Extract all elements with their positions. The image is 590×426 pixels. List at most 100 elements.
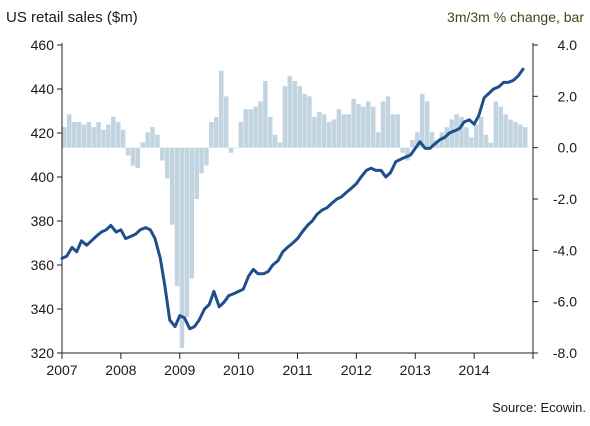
bar [189, 147, 195, 279]
right-tick-label: 2.0 [558, 88, 578, 104]
bar [194, 147, 199, 199]
bar [493, 101, 499, 148]
bar [263, 80, 268, 148]
bar [160, 147, 165, 161]
bar [111, 116, 116, 148]
bar [115, 122, 121, 148]
bar [218, 70, 224, 148]
bar [140, 142, 145, 148]
bar [375, 132, 381, 148]
bar [356, 104, 361, 148]
bar [243, 109, 248, 148]
x-tick-label: 2010 [223, 362, 254, 378]
bar [71, 122, 77, 148]
bar [380, 101, 386, 148]
bar [287, 75, 293, 148]
bar [66, 114, 72, 148]
bar [498, 106, 503, 148]
bar [238, 122, 244, 148]
right-axis-title: 3m/3m % change, bar [447, 9, 584, 25]
right-tick-label: 0.0 [558, 140, 578, 156]
bar [101, 129, 106, 148]
left-tick-label: 460 [31, 37, 55, 53]
bar [76, 122, 82, 148]
bar [317, 111, 322, 148]
right-tick-label: -8.0 [553, 345, 577, 361]
right-tick-label: -4.0 [553, 242, 577, 258]
bar [523, 127, 528, 148]
source-note: Source: Ecowin. [492, 400, 586, 415]
right-tick-label: 4.0 [558, 37, 578, 53]
bar [473, 124, 479, 148]
bar [518, 124, 523, 148]
bar [62, 127, 67, 148]
left-tick-label: 340 [31, 301, 55, 317]
x-tick-label: 2012 [341, 362, 372, 378]
bar [415, 132, 420, 148]
left-tick-label: 400 [31, 169, 55, 185]
bar [282, 86, 288, 148]
left-tick-label: 380 [31, 213, 55, 229]
bar [106, 124, 111, 148]
bar [81, 124, 87, 148]
bar [400, 147, 405, 153]
left-tick-label: 420 [31, 125, 55, 141]
x-tick-label: 2008 [105, 362, 136, 378]
bar [223, 96, 229, 148]
x-tick-label: 2011 [282, 362, 312, 378]
bar [321, 114, 327, 148]
bar [164, 147, 170, 179]
bar [488, 142, 494, 148]
x-tick-label: 2013 [400, 362, 431, 378]
bar-series [62, 70, 528, 348]
bar [209, 122, 214, 148]
bar [135, 147, 141, 169]
bar [228, 147, 234, 153]
bar [199, 147, 204, 174]
bar [483, 134, 489, 148]
bar [508, 119, 513, 148]
bar [120, 129, 126, 148]
left-tick-label: 360 [31, 257, 55, 273]
bar [420, 93, 425, 148]
bar [155, 134, 160, 148]
bar [91, 127, 96, 148]
left-axis-title: US retail sales ($m) [6, 9, 138, 26]
bar [410, 139, 415, 148]
bar [478, 116, 484, 148]
bar [145, 132, 150, 148]
bar [297, 86, 302, 148]
bar [346, 114, 351, 148]
bar [351, 98, 356, 148]
bar [96, 122, 101, 148]
bar [503, 114, 508, 148]
bar [233, 147, 239, 149]
bar [214, 116, 219, 148]
bar [272, 134, 278, 148]
bar [86, 122, 92, 148]
axes [57, 43, 538, 359]
bar [469, 137, 474, 148]
bar [267, 116, 273, 148]
bar [424, 101, 430, 148]
bar [395, 114, 400, 148]
bar [302, 93, 307, 148]
bar [125, 147, 131, 156]
left-tick-label: 440 [31, 81, 55, 97]
bar [464, 127, 469, 148]
bar [169, 147, 175, 225]
bar [326, 122, 332, 148]
x-tick-label: 2009 [164, 362, 195, 378]
bar [292, 80, 298, 148]
bar [331, 119, 337, 148]
bar [459, 116, 464, 148]
bar [179, 147, 185, 348]
bar [336, 109, 342, 148]
x-tick-label: 2014 [459, 362, 490, 378]
bar [513, 122, 518, 148]
bar [341, 114, 347, 148]
bar [130, 147, 136, 166]
bar [150, 127, 155, 148]
tick-labels: 460 440 420 400 380 360 340 320 4.0 2.0 0.0 -2.0 -4.… [31, 37, 578, 378]
